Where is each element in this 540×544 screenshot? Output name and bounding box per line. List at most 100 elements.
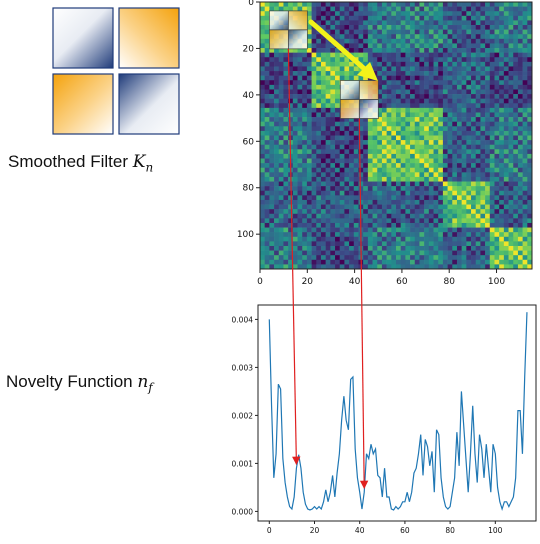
heatmap-cell [428,25,434,30]
heatmap-cell [466,158,472,164]
heatmap-cell [489,66,495,72]
heatmap-cell [461,103,467,109]
heatmap-cell [316,34,322,40]
heatmap-cell [480,29,486,35]
heatmap-cell [386,25,392,30]
heatmap-cell [405,98,411,104]
heatmap-cell [302,149,308,155]
heatmap-cell [428,255,434,261]
heatmap-cell [302,181,308,187]
heatmap-cell [335,264,341,270]
heatmap-cell [414,117,420,122]
heatmap-cell [335,204,341,210]
heatmap-cell [405,29,411,35]
heatmap-cell [367,186,373,192]
heatmap-cell [433,61,439,67]
heatmap-cell [260,94,265,99]
heatmap-cell [475,195,481,201]
heatmap-cell [386,140,392,145]
heatmap-cell [353,11,359,17]
heatmap-cell [339,232,345,238]
heatmap-cell [494,167,500,173]
heatmap-cell [391,89,397,95]
heatmap-cell [452,2,458,7]
heatmap-cell [424,11,430,17]
heatmap-cell [452,222,458,228]
heatmap-cell [410,107,416,113]
heatmap-cell [358,176,364,182]
heatmap-cell [503,130,509,136]
heatmap-cell [461,241,467,247]
heatmap-cell [306,25,312,30]
heatmap-cell [517,130,523,136]
heatmap-cell [391,15,397,21]
heatmap-cell [405,158,411,164]
heatmap-cell [297,172,303,178]
heatmap-cell [400,153,406,159]
heatmap-cell [274,176,280,182]
heatmap-cell [311,98,317,104]
heatmap-cell [471,20,477,26]
heatmap-cell [274,126,280,132]
heatmap-cell [447,38,453,44]
heatmap-cell [414,172,420,178]
heatmap-cell [499,11,505,17]
heatmap-cell [339,218,345,224]
heatmap-cell [386,61,392,67]
heatmap-cell [456,2,462,7]
heatmap-cell [410,241,416,247]
heatmap-cell [372,190,378,196]
heatmap-cell [452,6,458,12]
heatmap-cell [419,43,425,49]
smoothed-filter-label: Smoothed Filter Kn [8,152,154,175]
heatmap-cell [414,227,420,233]
heatmap-cell [513,213,519,219]
heatmap-cell [311,149,317,155]
heatmap-cell [508,163,514,169]
heatmap-cell [264,34,270,40]
heatmap-cell [264,29,270,35]
heatmap-cell [330,121,336,127]
heatmap-cell [306,107,312,113]
heatmap-cell [292,75,298,81]
heatmap-cell [353,29,359,35]
heatmap-cell [372,167,378,173]
heatmap-cell [508,250,514,256]
heatmap-cell [503,15,509,21]
heatmap-cell [260,52,265,58]
heatmap-cell [353,25,359,30]
heatmap-cell [522,80,528,86]
heatmap-cell [508,75,514,81]
heatmap-cell [316,195,322,201]
novelty-x-tick: 60 [400,521,410,535]
heatmap-cell [527,227,533,233]
heatmap-cell [349,48,355,53]
heatmap-cell [381,130,387,136]
heatmap-cell [325,259,331,265]
heatmap-cell [302,259,308,265]
heatmap-cell [344,43,350,49]
heatmap-cell [316,107,322,113]
heatmap-cell [363,57,369,63]
heatmap-cell [339,250,345,256]
heatmap-cell [260,264,265,270]
heatmap-cell [527,186,533,192]
heatmap-cell [419,61,425,67]
heatmap-cell [433,43,439,49]
heatmap-cell [522,204,528,210]
heatmap-cell [292,213,298,219]
heatmap-cell [306,15,312,21]
heatmap-cell [428,199,434,205]
heatmap-cell [471,199,477,205]
heatmap-cell [363,158,369,164]
heatmap-cell [414,264,420,270]
heatmap-cell [344,15,350,21]
heatmap-cell [433,250,439,256]
heatmap-cell [414,84,420,90]
heatmap-cell [381,186,387,192]
heatmap-cell [527,172,533,178]
heatmap-cell [306,158,312,164]
heatmap-cell [330,34,336,40]
heatmap-cell [320,48,326,53]
heatmap-cell [335,186,341,192]
